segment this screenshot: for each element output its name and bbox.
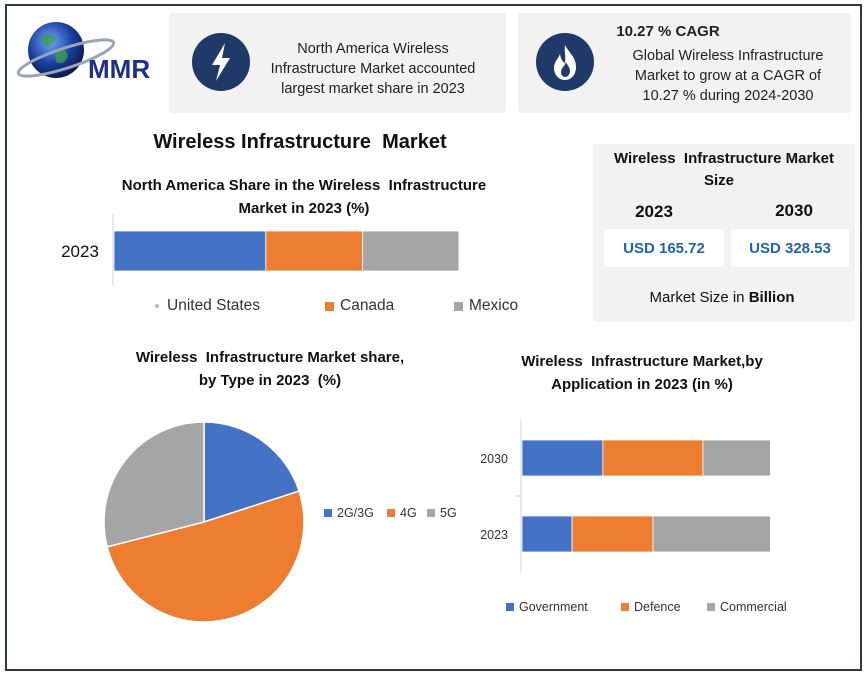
- chart3-category-2023: 2023: [480, 528, 508, 542]
- market-size-panel: Wireless Infrastructure Market Size 2023…: [593, 144, 855, 322]
- legend-commercial: Commercial: [707, 600, 787, 614]
- info-card-2-text: Global Wireless Infrastructure Market to…: [608, 46, 848, 106]
- legend-2g3g-swatch: [324, 509, 332, 517]
- legend-4g-label: 4G: [400, 506, 417, 520]
- legend-5g: 5G: [427, 506, 457, 520]
- year-2023-label: 2023: [635, 202, 673, 221]
- info-card-2-heading: 10.27 % CAGR: [616, 23, 720, 40]
- logo-text: MMR: [88, 54, 150, 84]
- year-2030-label: 2030: [775, 201, 813, 220]
- main-title: Wireless Infrastructure Market: [153, 131, 447, 153]
- pie-slice-2g-3g: [203, 421, 301, 524]
- legend-defence-label: Defence: [634, 600, 681, 614]
- chart3-title-1: Wireless Infrastructure Market,by: [521, 353, 763, 370]
- pie-slice-5g: [103, 421, 205, 548]
- legend-united-states-label: United States: [167, 297, 261, 314]
- market-size-title-1: Wireless Infrastructure Market: [614, 150, 834, 167]
- mmr-logo: MMR: [14, 18, 174, 88]
- bar-commercial-2030: [702, 439, 770, 477]
- chart1-title-1: North America Share in the Wireless Infr…: [121, 177, 487, 194]
- chart3-category-2030: 2030: [480, 452, 508, 466]
- bar-government-2023: [521, 515, 573, 553]
- market-size-footer-prefix: Market Size in: [649, 289, 749, 306]
- pie-slice-4g: [106, 490, 305, 623]
- legend-canada-label: Canada: [340, 297, 395, 314]
- bar-united-states: [113, 230, 267, 272]
- legend-commercial-swatch: [707, 603, 715, 611]
- chart1-title-2: Market in 2023 (%): [238, 200, 370, 217]
- legend-5g-label: 5G: [440, 506, 457, 520]
- bar-defence-2023: [571, 515, 654, 553]
- info-card-2-line-1: Global Wireless Infrastructure: [632, 48, 824, 64]
- market-size-unit: Billion: [748, 289, 795, 306]
- info-card-2-line-3: 10.27 % during 2024-2030: [642, 88, 814, 104]
- bar-mexico: [361, 230, 460, 272]
- lightning-bolt-icon: [192, 33, 250, 91]
- legend-government-label: Government: [519, 600, 588, 614]
- info-card-1-text: North America Wireless Infrastructure Ma…: [253, 39, 493, 99]
- info-card-north-america: North America Wireless Infrastructure Ma…: [169, 13, 506, 113]
- chart2-title-1: Wireless Infrastructure Market share,: [135, 349, 405, 366]
- info-card-1-line-2: Infrastructure Market accounted: [270, 61, 476, 77]
- legend-government-swatch: [506, 603, 514, 611]
- info-card-cagr: 10.27 % CAGR Global Wireless Infrastruct…: [518, 13, 851, 113]
- chart3-title-2: Application in 2023 (in %): [551, 376, 733, 393]
- legend-commercial-label: Commercial: [720, 600, 787, 614]
- bar-government-2030: [521, 439, 604, 477]
- info-card-2-line-2: Market to grow at a CAGR of: [634, 68, 822, 84]
- legend-united-states: United States: [155, 297, 260, 315]
- value-2030-box: USD 328.53: [731, 229, 849, 267]
- application-share-chart: 2030 2023: [480, 420, 770, 572]
- legend-defence-swatch: [621, 603, 629, 611]
- legend-united-states-swatch: [155, 304, 159, 308]
- legend-2g3g: 2G/3G: [324, 506, 374, 520]
- legend-mexico: Mexico: [454, 297, 518, 315]
- chart1-category-label: 2023: [61, 242, 99, 261]
- legend-mexico-swatch: [454, 301, 463, 311]
- legend-2g3g-label: 2G/3G: [337, 506, 374, 520]
- legend-defence: Defence: [621, 600, 681, 614]
- value-2023-box: USD 165.72: [604, 229, 724, 267]
- market-size-footer: Market Size in Billion: [593, 289, 851, 306]
- legend-mexico-label: Mexico: [469, 297, 519, 314]
- info-card-1-line-3: largest market share in 2023: [281, 81, 465, 97]
- market-size-title-2: Size: [703, 172, 734, 189]
- globe-icon: MMR: [16, 22, 150, 84]
- legend-5g-swatch: [427, 509, 435, 517]
- type-share-pie-chart: [103, 421, 305, 623]
- chart2-title-2: by Type in 2023 (%): [198, 372, 342, 389]
- legend-4g: 4G: [387, 506, 417, 520]
- legend-government: Government: [506, 600, 588, 614]
- legend-4g-swatch: [387, 509, 395, 517]
- info-card-1-line-1: North America Wireless: [297, 41, 449, 57]
- north-america-share-chart: 2023: [61, 213, 460, 285]
- legend-canada-swatch: [325, 301, 334, 311]
- bar-defence-2030: [602, 439, 704, 477]
- legend-canada: Canada: [325, 297, 394, 315]
- flame-icon: [536, 33, 594, 91]
- bar-canada: [265, 230, 363, 272]
- bar-commercial-2023: [652, 515, 770, 553]
